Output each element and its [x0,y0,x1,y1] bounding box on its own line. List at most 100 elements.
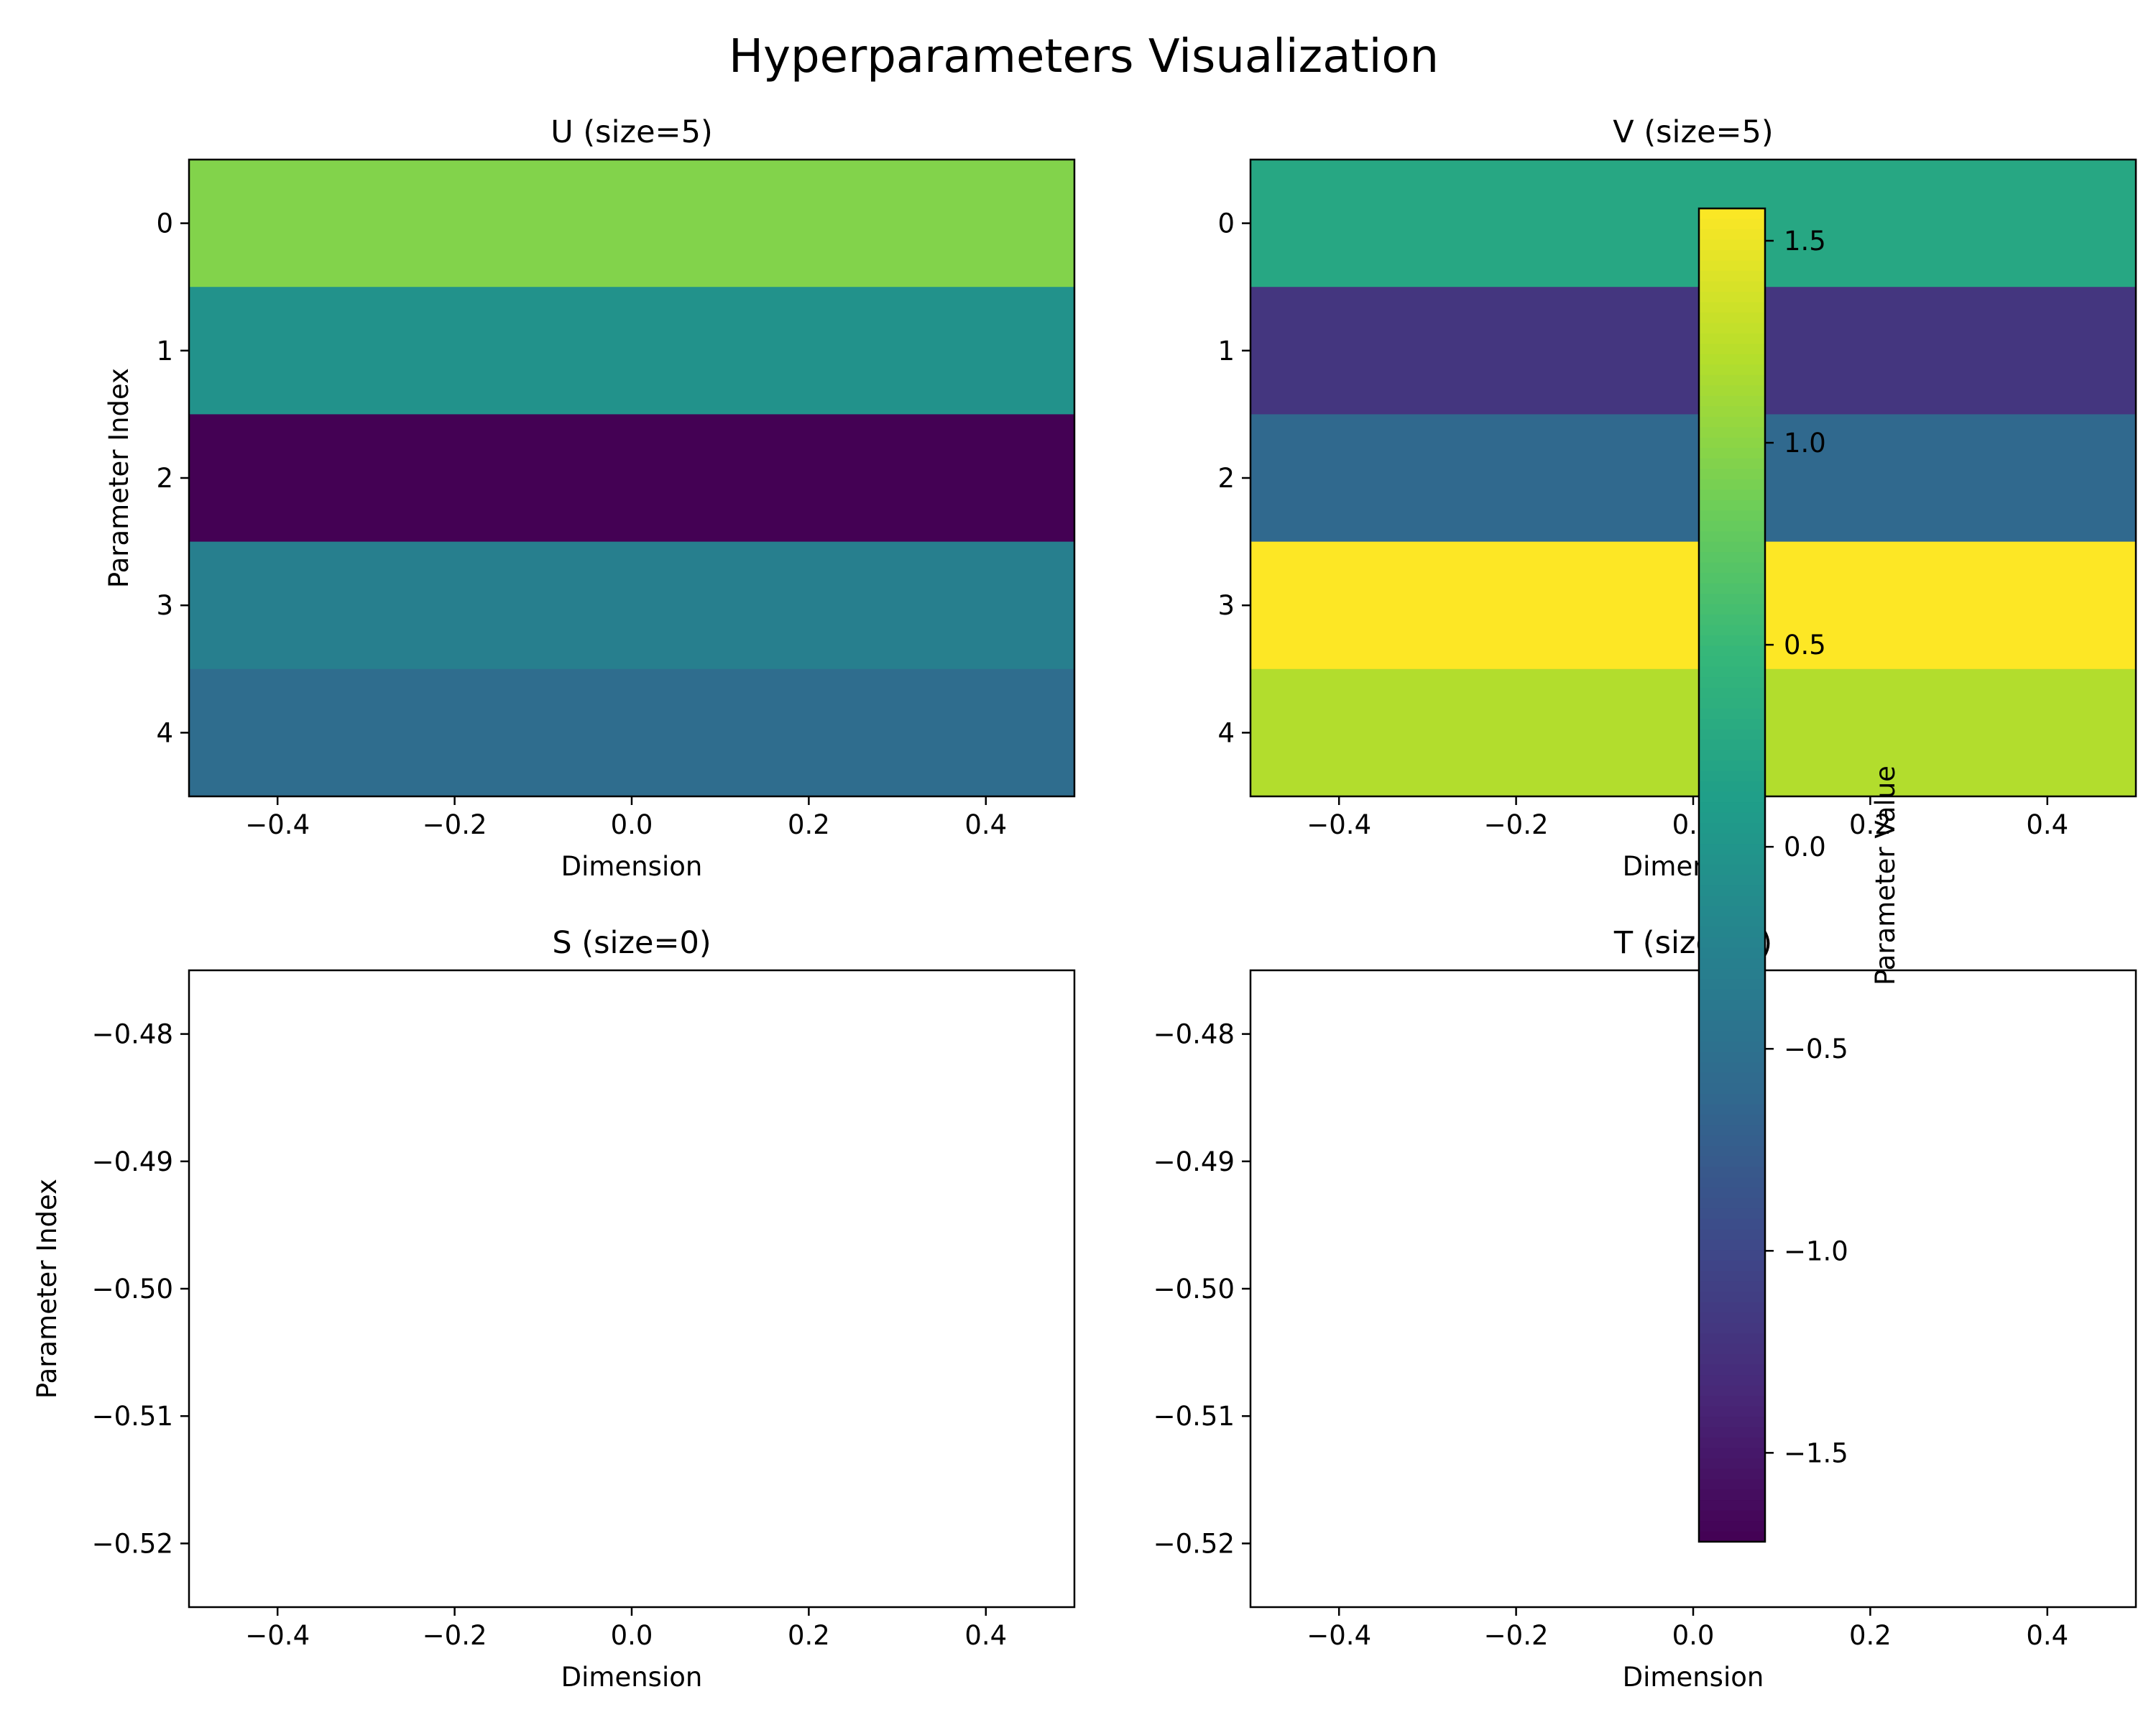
colorbar-segment [1699,937,1765,949]
colorbar-segment [1699,1354,1765,1366]
colorbar-segment [1699,1167,1765,1178]
heatmap-cell [189,414,1074,543]
colorbar-segment [1699,1187,1765,1199]
colorbar-segment [1699,1458,1765,1470]
colorbar-segment [1699,698,1765,709]
colorbar-segment [1699,427,1765,438]
colorbar-segment [1699,1197,1765,1210]
colorbar-segment [1699,1031,1765,1043]
colorbar-segment [1699,1021,1765,1032]
x-tick-label: 0.2 [1849,809,1892,840]
heatmap-cell [189,668,1074,797]
colorbar-segment [1699,1229,1765,1241]
colorbar-segment [1699,552,1765,564]
y-tick-label: −0.52 [1153,1528,1235,1559]
colorbar-segment [1699,1375,1765,1386]
colorbar-segment [1699,1448,1765,1459]
colorbar-segment [1699,1510,1765,1522]
colorbar-segment [1699,1479,1765,1491]
colorbar-segment [1699,1041,1765,1053]
y-tick-label: −0.52 [92,1528,173,1559]
y-tick-label: −0.50 [92,1274,173,1305]
colorbar-segment [1699,448,1765,459]
colorbar-segment [1699,1052,1765,1064]
colorbar-tick-label: −0.5 [1784,1034,1848,1064]
colorbar-segment [1699,1500,1765,1512]
colorbar-segment [1699,1010,1765,1022]
colorbar-segment [1699,583,1765,595]
colorbar-segment [1699,385,1765,397]
colorbar-tick-label: 0.0 [1784,832,1826,862]
colorbar-segment [1699,312,1765,324]
y-tick-label: 1 [1217,336,1235,367]
x-tick-label: −0.4 [245,809,310,840]
colorbar-segment [1699,729,1765,740]
x-tick-label: 0.4 [964,1620,1007,1651]
x-axis-label: Dimension [1623,1662,1764,1693]
y-tick-label: 0 [1217,208,1235,239]
colorbar-segment [1699,437,1765,449]
colorbar-segment [1699,1489,1765,1501]
colorbar-segment [1699,1438,1765,1449]
colorbar-segment [1699,844,1765,855]
y-tick-label: −0.51 [92,1401,173,1432]
colorbar-segment [1699,635,1765,647]
y-axis-label: Parameter Index [32,1179,63,1399]
colorbar-segment [1699,979,1765,990]
colorbar-segment [1699,333,1765,345]
x-tick-label: −0.4 [1307,1620,1371,1651]
colorbar-segment [1699,750,1765,761]
colorbar-segment [1699,625,1765,636]
colorbar-segment [1699,615,1765,626]
colorbar-segment [1699,323,1765,334]
colorbar-segment [1699,708,1765,719]
y-tick-label: −0.49 [1153,1146,1235,1177]
colorbar-segment [1699,1083,1765,1095]
colorbar-segment [1699,395,1765,408]
y-tick-label: 2 [1217,463,1235,494]
colorbar-segment [1699,291,1765,303]
y-tick-label: −0.48 [1153,1019,1235,1050]
subplot-1: −0.4 −0.2 0.0 0.2 0.4 0 1 2 3 4 U (size=5) Dimensio… [103,114,1076,882]
colorbar-segment [1699,1427,1765,1438]
colorbar-segment [1699,604,1765,615]
colorbar-segment [1699,1062,1765,1074]
heatmap-cell [1250,414,2136,543]
y-tick-label: 3 [1217,590,1235,621]
heatmap-cell [1250,541,2136,670]
colorbar-segment [1699,989,1765,1001]
subplots: −0.4 −0.2 0.0 0.2 0.4 0 1 2 3 4 U (size=5) Dimensio… [32,114,2137,1693]
colorbar-segment [1699,531,1765,543]
colorbar-label: Parameter Value [1870,765,1901,985]
colorbar-segment [1699,208,1765,220]
y-axis-label: Parameter Index [103,368,134,588]
y-tick-label: 1 [156,336,173,367]
y-tick-label: 2 [156,463,173,494]
colorbar-tick-label: 0.5 [1784,630,1826,661]
colorbar-segment [1699,770,1765,782]
colorbar-segment [1699,1156,1765,1168]
colorbar-segment [1699,239,1765,251]
x-tick-label: −0.4 [1307,809,1371,840]
x-tick-label: −0.4 [245,1620,310,1651]
colorbar-segment [1699,885,1765,897]
colorbar-segment [1699,1531,1765,1542]
heatmap-cell [189,160,1074,288]
colorbar-segment [1699,469,1765,480]
subplot-4: −0.4 −0.2 0.0 0.2 0.4 −0.48 −0.49 −0.50 −0.51 −0.… [1153,925,2137,1693]
colorbar-segment [1699,1104,1765,1116]
colorbar-segment [1699,1125,1765,1136]
colorbar-segment [1699,1250,1765,1261]
colorbar-segment [1699,926,1765,939]
colorbar-segment [1699,229,1765,241]
colorbar-segment [1699,1260,1765,1272]
colorbar-segment [1699,719,1765,730]
axes-frame [1249,969,2137,1609]
y-tick-label: −0.48 [92,1019,173,1050]
colorbar-segment [1699,281,1765,293]
colorbar-segment [1699,645,1765,657]
colorbar-segment [1699,573,1765,584]
colorbar-segment [1699,1468,1765,1480]
colorbar-segment [1699,1093,1765,1105]
